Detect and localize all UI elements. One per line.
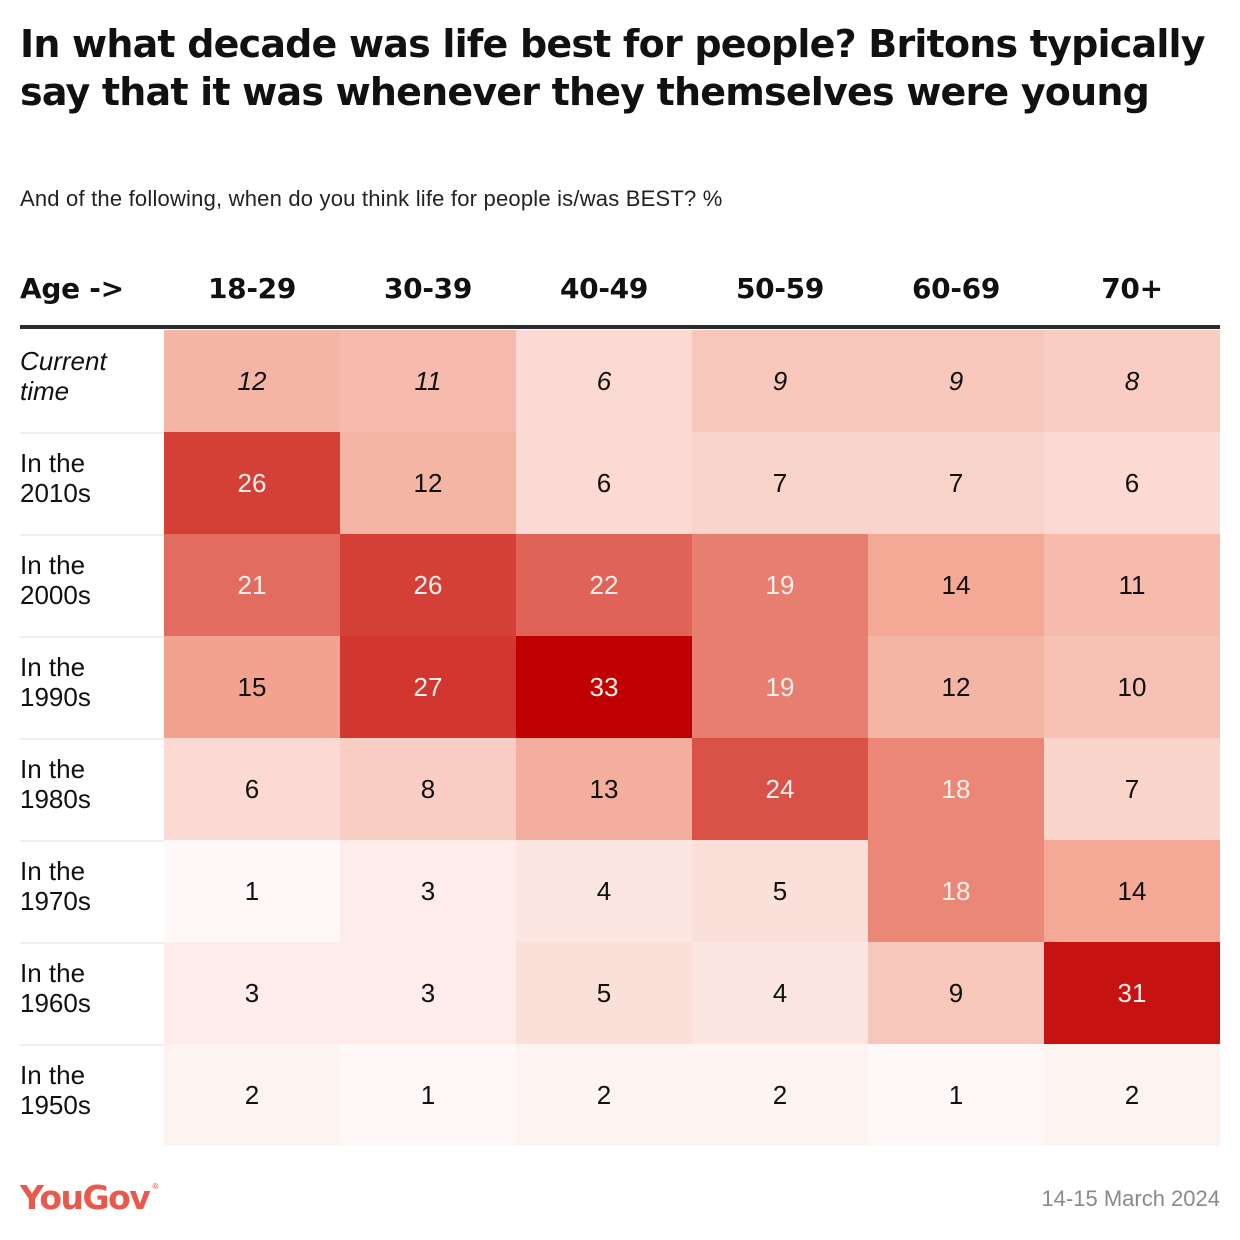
heatmap-cell: 11	[1044, 534, 1220, 636]
column-header: 30-39	[383, 272, 473, 305]
row-label: In the 1970s	[20, 856, 91, 916]
column-header: 60-69	[911, 272, 1001, 305]
row-divider	[20, 534, 164, 536]
column-header: 18-29	[207, 272, 297, 305]
heatmap-cell: 26	[340, 534, 516, 636]
heatmap-row: In the 1990s 15 27 33 19 12 10	[20, 636, 1220, 738]
yougov-logo: YouGov ®	[20, 1178, 159, 1217]
heatmap-rows: Current time 12 11 6 9 9 8 In the 2010s 26 12 6 7 7 6…	[20, 330, 1220, 1146]
heatmap-cell: 12	[340, 432, 516, 534]
heatmap-row: In the 2010s 26 12 6 7 7 6	[20, 432, 1220, 534]
heatmap-row: In the 2000s 21 26 22 19 14 11	[20, 534, 1220, 636]
heatmap-cell: 11	[340, 330, 516, 432]
row-label: In the 1990s	[20, 652, 91, 712]
heatmap-cell: 3	[340, 840, 516, 942]
heatmap-cell: 2	[516, 1044, 692, 1146]
heatmap-row: In the 1960s 3 3 5 4 9 31	[20, 942, 1220, 1044]
heatmap-cell: 22	[516, 534, 692, 636]
heatmap-cell: 9	[692, 330, 868, 432]
heatmap-cell: 1	[164, 840, 340, 942]
heatmap-cell: 8	[340, 738, 516, 840]
heatmap-cell: 6	[516, 432, 692, 534]
header-divider	[20, 325, 1220, 329]
heatmap-cell: 2	[1044, 1044, 1220, 1146]
heatmap-cell: 4	[692, 942, 868, 1044]
row-label: In the 2000s	[20, 550, 91, 610]
heatmap-cell: 1	[340, 1044, 516, 1146]
heatmap-cell: 33	[516, 636, 692, 738]
heatmap-row: In the 1980s 6 8 13 24 18 7	[20, 738, 1220, 840]
heatmap-cell: 5	[516, 942, 692, 1044]
heatmap-cell: 3	[340, 942, 516, 1044]
heatmap-cell: 3	[164, 942, 340, 1044]
heatmap-cell: 6	[1044, 432, 1220, 534]
row-divider	[20, 738, 164, 740]
row-divider	[20, 942, 164, 944]
heatmap-cell: 31	[1044, 942, 1220, 1044]
row-label: In the 1980s	[20, 754, 91, 814]
heatmap-cell: 2	[164, 1044, 340, 1146]
heatmap-cell: 4	[516, 840, 692, 942]
heatmap-cell: 7	[1044, 738, 1220, 840]
heatmap-cell: 8	[1044, 330, 1220, 432]
heatmap-grid: Age -> 18-29 30-39 40-49 50-59 60-69 70+ Curr…	[20, 260, 1220, 1146]
row-divider	[20, 636, 164, 638]
row-divider	[20, 432, 164, 434]
heatmap-cell: 14	[868, 534, 1044, 636]
heatmap-cell: 9	[868, 942, 1044, 1044]
heatmap-cell: 15	[164, 636, 340, 738]
heatmap-cell: 9	[868, 330, 1044, 432]
heatmap-cell: 7	[692, 432, 868, 534]
row-label: In the 2010s	[20, 448, 91, 508]
survey-date: 14-15 March 2024	[1041, 1186, 1220, 1211]
heatmap-row: Current time 12 11 6 9 9 8	[20, 330, 1220, 432]
chart-subtitle: And of the following, when do you think …	[20, 186, 723, 211]
row-divider	[20, 840, 164, 842]
heatmap-cell: 1	[868, 1044, 1044, 1146]
row-label: In the 1950s	[20, 1060, 91, 1120]
heatmap-cell: 6	[516, 330, 692, 432]
heatmap-cell: 26	[164, 432, 340, 534]
heatmap-cell: 6	[164, 738, 340, 840]
row-divider	[20, 1044, 164, 1046]
column-header: 50-59	[735, 272, 825, 305]
heatmap-cell: 10	[1044, 636, 1220, 738]
row-label: In the 1960s	[20, 958, 91, 1018]
heatmap-cell: 27	[340, 636, 516, 738]
heatmap-row: In the 1970s 1 3 4 5 18 14	[20, 840, 1220, 942]
heatmap-cell: 12	[164, 330, 340, 432]
column-header: 40-49	[559, 272, 649, 305]
heatmap-cell: 19	[692, 534, 868, 636]
registered-mark: ®	[151, 1182, 159, 1191]
heatmap-row: In the 1950s 2 1 2 2 1 2	[20, 1044, 1220, 1146]
heatmap-cell: 7	[868, 432, 1044, 534]
heatmap-cell: 18	[868, 840, 1044, 942]
column-header: 70+	[1101, 272, 1163, 305]
heatmap-cell: 19	[692, 636, 868, 738]
heatmap-cell: 18	[868, 738, 1044, 840]
logo-text: YouGov	[20, 1178, 151, 1217]
corner-label: Age ->	[20, 272, 124, 305]
chart-title: In what decade was life best for people?…	[20, 22, 1206, 114]
heatmap-cell: 5	[692, 840, 868, 942]
heatmap-cell: 2	[692, 1044, 868, 1146]
heatmap-cell: 21	[164, 534, 340, 636]
column-header-row: Age -> 18-29 30-39 40-49 50-59 60-69 70+	[20, 260, 1220, 326]
heatmap-cell: 12	[868, 636, 1044, 738]
heatmap-cell: 14	[1044, 840, 1220, 942]
row-label: Current time	[20, 346, 107, 406]
heatmap-cell: 24	[692, 738, 868, 840]
heatmap-cell: 13	[516, 738, 692, 840]
